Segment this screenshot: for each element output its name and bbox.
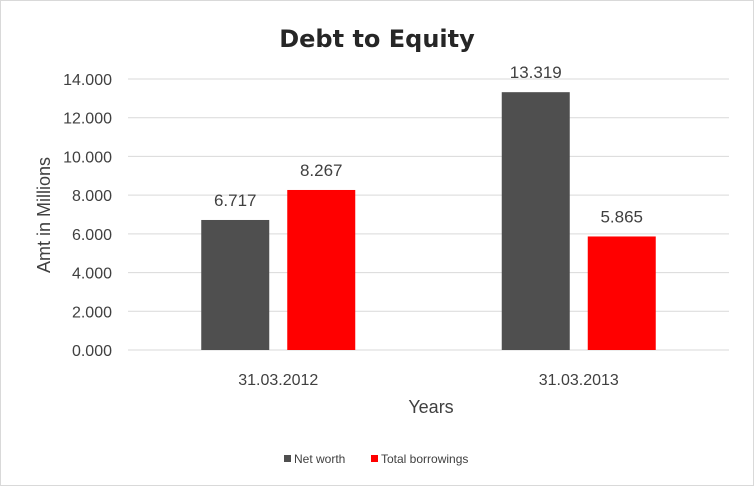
- y-axis-ticks: 0.000 2.000 4.000 6.000 8.000 10.000 12.000 14.…: [63, 72, 112, 360]
- x-category-label: 31.03.2012: [238, 372, 318, 389]
- x-axis-categories: 31.03.2012 31.03.2013: [238, 372, 619, 389]
- bar: [287, 189, 356, 350]
- y-tick-label: 10.000: [63, 149, 112, 166]
- data-label: 8.267: [300, 161, 343, 180]
- bar: [201, 219, 270, 350]
- y-tick-label: 0.000: [72, 343, 112, 360]
- data-labels: 6.717 8.267 13.319 5.865: [214, 63, 643, 226]
- chart-title: Debt to Equity: [279, 25, 475, 53]
- bar: [501, 92, 570, 350]
- bars: [201, 92, 656, 350]
- y-axis-title: Amt in Millions: [34, 157, 54, 273]
- data-label: 6.717: [214, 191, 257, 210]
- legend-swatch: [284, 455, 291, 462]
- x-category-label: 31.03.2013: [539, 372, 619, 389]
- y-tick-label: 4.000: [72, 266, 112, 283]
- legend-swatch: [371, 455, 378, 462]
- data-label: 5.865: [600, 207, 643, 226]
- bar: [587, 236, 656, 350]
- y-tick-label: 6.000: [72, 227, 112, 244]
- y-tick-label: 2.000: [72, 304, 112, 321]
- y-tick-label: 8.000: [72, 188, 112, 205]
- x-axis-title: Years: [408, 397, 453, 417]
- legend-label: Net worth: [294, 452, 345, 466]
- legend-label: Total borrowings: [381, 452, 468, 466]
- y-tick-label: 14.000: [63, 72, 112, 89]
- legend: Net worth Total borrowings: [284, 452, 468, 466]
- y-tick-label: 12.000: [63, 111, 112, 128]
- data-label: 13.319: [510, 63, 562, 82]
